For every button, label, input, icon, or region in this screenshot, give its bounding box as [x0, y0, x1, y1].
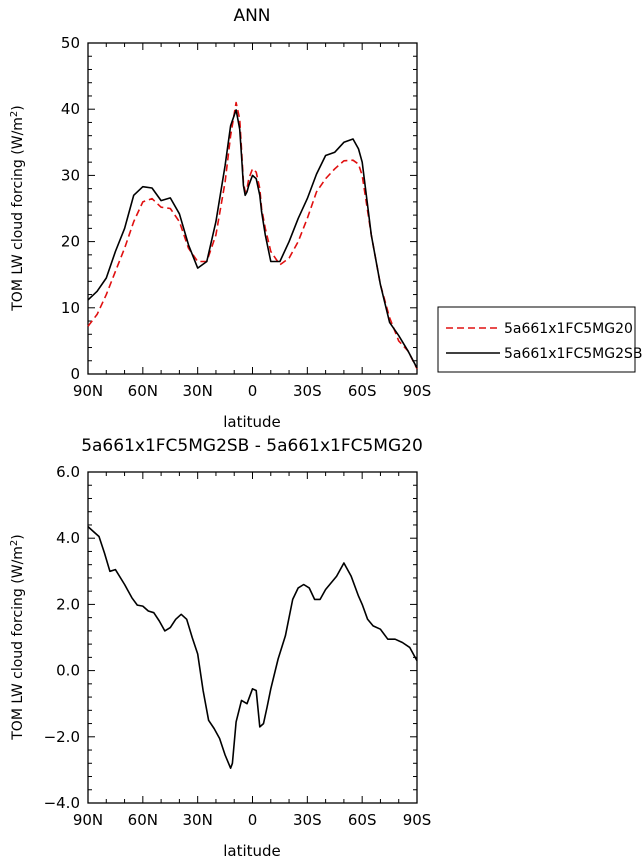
legend-label-series-2: 5a661x1FC5MG2SB [504, 346, 642, 362]
y-tick-label: −2.0 [44, 728, 80, 746]
bottom-x-axis-label: latitude [223, 842, 281, 860]
top-y-axis-label: TOM LW cloud forcing (W/m2) [9, 105, 26, 312]
series-line-2 [87, 109, 418, 369]
x-tick-label: 60S [348, 811, 377, 829]
series-line-1 [87, 101, 418, 370]
y-tick-label: 20 [61, 233, 80, 251]
svg-text:TOM LW cloud forcing (W/m2): TOM LW cloud forcing (W/m2) [9, 534, 26, 741]
bottom-plot-area: 90N 60N 30N 0 30S 60S 90S −4.0 −2.0 0.0 2.0 4.0 6.0 [44, 463, 432, 829]
x-tick-label: 90N [73, 811, 103, 829]
x-tick-label: 60N [128, 811, 158, 829]
legend-label-series-1: 5a661x1FC5MG20 [504, 321, 633, 337]
x-tick-label: 0 [248, 811, 258, 829]
x-tick-label: 90N [73, 382, 103, 400]
y-tick-label: 2.0 [56, 595, 80, 613]
y-tick-label: 4.0 [56, 529, 80, 547]
plot-frame [87, 471, 418, 804]
top-x-axis-label: latitude [223, 413, 281, 431]
x-tick-label: 30N [183, 811, 213, 829]
y-tick-label: 0 [70, 365, 80, 383]
bottom-y-axis-label: TOM LW cloud forcing (W/m2) [9, 534, 26, 741]
top-chart-title: ANN [233, 6, 270, 26]
series-line-1 [87, 526, 418, 770]
y-tick-label: −4.0 [44, 794, 80, 812]
legend-box [437, 306, 636, 373]
svg-text:TOM LW cloud forcing (W/m2): TOM LW cloud forcing (W/m2) [9, 105, 26, 312]
top-panel: ANN TOM LW cloud forcing (W/m2) latitude… [9, 6, 642, 431]
legend: 5a661x1FC5MG20 5a661x1FC5MG2SB [437, 306, 642, 373]
bottom-chart-title: 5a661x1FC5MG2SB - 5a661x1FC5MG20 [81, 436, 423, 456]
y-tick-label: 0.0 [56, 662, 80, 680]
x-tick-label: 30N [183, 382, 213, 400]
y-tick-label: 10 [61, 299, 80, 317]
x-tick-label: 90S [403, 382, 432, 400]
y-tick-label: 6.0 [56, 463, 80, 481]
y-tick-label: 40 [61, 100, 80, 118]
top-plot-area: 90N 60N 30N 0 30S 60S 90S 0 10 20 30 40 50 [61, 34, 431, 400]
y-tick-label: 50 [61, 34, 80, 52]
x-tick-label: 60S [348, 382, 377, 400]
bottom-panel: 5a661x1FC5MG2SB - 5a661x1FC5MG20 TOM LW … [9, 436, 431, 860]
x-tick-label: 30S [293, 811, 322, 829]
x-tick-label: 60N [128, 382, 158, 400]
x-tick-label: 90S [403, 811, 432, 829]
y-tick-label: 30 [61, 166, 80, 184]
x-tick-label: 30S [293, 382, 322, 400]
x-tick-label: 0 [248, 382, 258, 400]
